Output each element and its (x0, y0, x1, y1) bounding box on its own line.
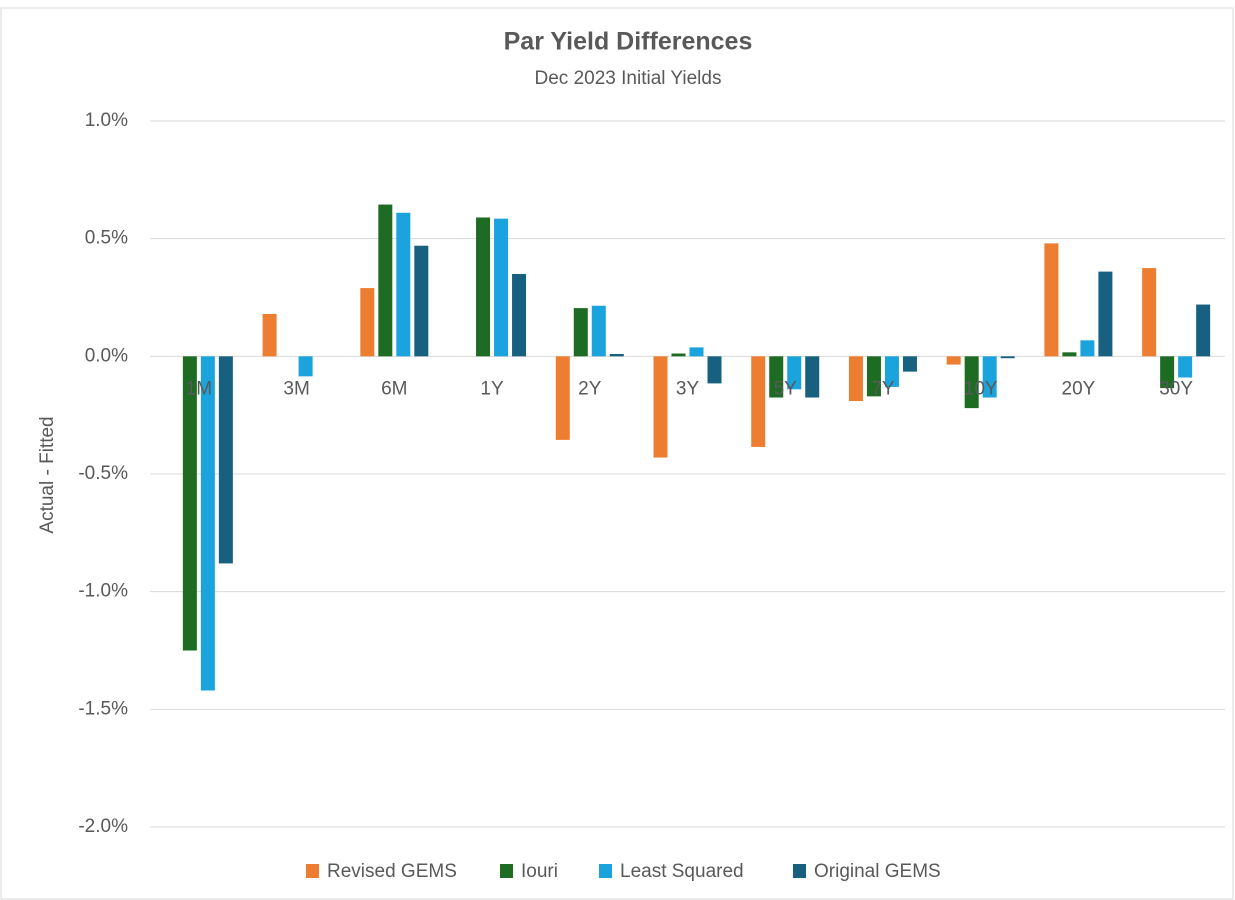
bar (946, 356, 961, 365)
y-tick-label: -1.0% (78, 581, 128, 602)
y-axis-title: Actual - Fitted (37, 416, 58, 533)
x-tick-label: 6M (381, 378, 407, 399)
y-tick-label: 0.5% (85, 228, 128, 249)
y-tick-label: -1.5% (78, 698, 128, 719)
bar (512, 273, 527, 357)
x-tick-label: 30Y (1159, 378, 1193, 399)
bar (476, 217, 491, 357)
bar (787, 356, 802, 390)
y-tick-label: -2.0% (78, 816, 128, 837)
bar (769, 356, 784, 398)
bar (671, 353, 686, 357)
x-tick-label: 3M (283, 378, 309, 399)
bar (866, 356, 881, 397)
bar (414, 245, 429, 357)
bar (982, 356, 997, 398)
bar (573, 308, 588, 357)
x-tick-label: 5Y (774, 378, 798, 399)
bar (591, 305, 606, 357)
legend-label: Iouri (521, 861, 558, 882)
x-tick-label: 20Y (1062, 378, 1096, 399)
y-tick-label: 1.0% (85, 110, 128, 131)
x-tick-label: 3Y (676, 378, 700, 399)
bar (396, 212, 411, 357)
bar (1000, 356, 1015, 359)
bar (1080, 340, 1095, 357)
bar (689, 347, 704, 357)
bar (964, 356, 979, 409)
legend-label: Least Squared (620, 861, 744, 882)
y-tick-label: 0.0% (85, 345, 128, 366)
bar (848, 356, 863, 402)
bar (1196, 304, 1211, 357)
bar (751, 356, 766, 447)
bar (1142, 268, 1157, 357)
bar (555, 356, 570, 440)
bar (1044, 243, 1059, 357)
x-tick-label: 7Y (871, 378, 895, 399)
bar (609, 353, 624, 357)
legend-swatch (306, 864, 319, 878)
x-tick-label: 1M (186, 378, 212, 399)
bar (182, 356, 197, 651)
y-tick-label: -0.5% (78, 463, 128, 484)
bar (298, 356, 313, 377)
bar (360, 288, 375, 357)
legend-swatch (500, 864, 513, 878)
legend-label: Original GEMS (814, 861, 941, 882)
bar (494, 218, 509, 357)
x-tick-label: 1Y (480, 378, 504, 399)
bar (1062, 352, 1077, 357)
chart-title: Par Yield Differences (504, 28, 753, 56)
bar (1178, 356, 1193, 378)
x-tick-label: 2Y (578, 378, 602, 399)
chart-subtitle: Dec 2023 Initial Yields (535, 68, 722, 89)
bar (653, 356, 668, 458)
bar (805, 356, 820, 398)
bar (884, 356, 899, 387)
x-tick-label: 10Y (964, 378, 998, 399)
bar (218, 356, 233, 564)
bar (1098, 271, 1113, 357)
bar (378, 204, 393, 357)
bar (262, 313, 277, 357)
bar (902, 356, 917, 372)
bar (200, 356, 215, 691)
legend-swatch (599, 864, 612, 878)
bar (707, 356, 722, 384)
bar (1160, 356, 1175, 389)
legend-label: Revised GEMS (327, 861, 457, 882)
legend-swatch (793, 864, 806, 878)
